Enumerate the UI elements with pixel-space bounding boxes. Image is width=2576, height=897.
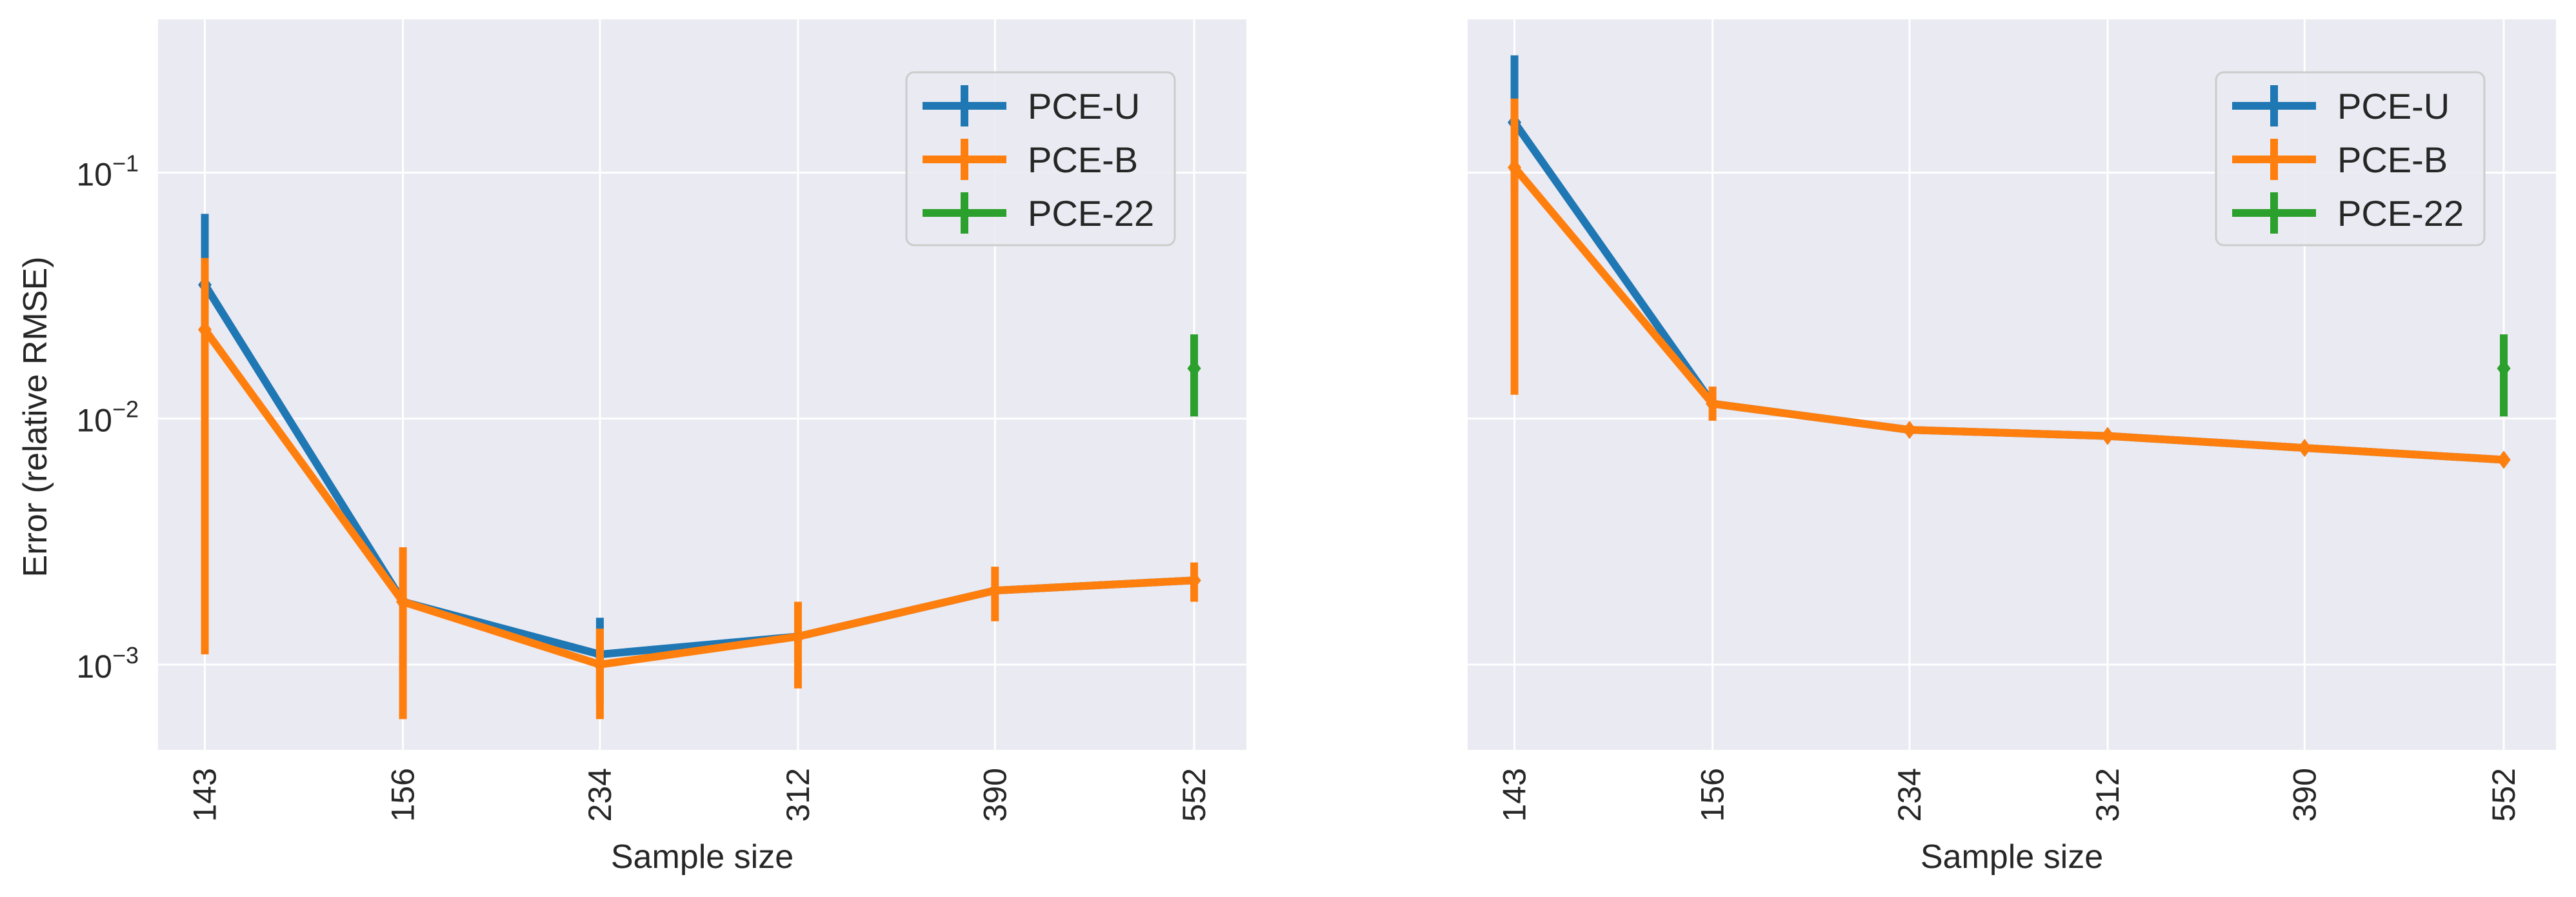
x-tick-label: 156 bbox=[385, 768, 421, 821]
data-point bbox=[2497, 450, 2511, 469]
x-tick-label: 312 bbox=[780, 768, 816, 821]
legend-frame bbox=[2215, 71, 2486, 247]
x-tick-label: 390 bbox=[977, 768, 1013, 821]
legend-item: PCE-U bbox=[923, 85, 1140, 126]
legend-swatch-marker bbox=[2268, 150, 2281, 168]
series-line bbox=[1511, 165, 2504, 464]
data-point bbox=[396, 592, 410, 611]
x-tick-label: 312 bbox=[2090, 768, 2126, 821]
legend: PCE-U PCE-B PCE-22 bbox=[2215, 71, 2486, 247]
legend-swatch-marker bbox=[2268, 97, 2281, 115]
data-point bbox=[1508, 158, 1522, 177]
y-axis-label: Error (relative RMSE) bbox=[17, 257, 54, 578]
data-point bbox=[988, 581, 1002, 600]
x-axis-label: Sample size bbox=[611, 838, 794, 876]
x-tick-label: 143 bbox=[1497, 768, 1533, 821]
legend-label: PCE-B bbox=[1028, 139, 1138, 180]
data-point bbox=[1187, 571, 1201, 590]
series-pce-b bbox=[1508, 98, 2511, 469]
y-tick-label: 10−2 bbox=[76, 396, 139, 439]
legend: PCE-U PCE-B PCE-22 bbox=[905, 71, 1176, 247]
legend-label: PCE-B bbox=[2337, 139, 2448, 180]
legend-item: PCE-B bbox=[923, 139, 1138, 180]
y-tick-label: 10−1 bbox=[76, 150, 139, 193]
y-tick-exponent: −3 bbox=[112, 642, 139, 669]
legend-swatch-marker bbox=[958, 150, 971, 168]
legend-item: PCE-B bbox=[2232, 139, 2448, 180]
legend-item: PCE-22 bbox=[923, 192, 1154, 234]
series-pce-b bbox=[198, 257, 1201, 720]
series-pce-22 bbox=[1187, 334, 1201, 417]
data-point bbox=[2297, 439, 2311, 458]
data-point bbox=[593, 655, 607, 674]
legend-swatch-marker bbox=[2268, 204, 2281, 222]
legend-label: PCE-U bbox=[1028, 86, 1140, 126]
y-tick-base: 10 bbox=[76, 403, 112, 439]
legend-frame bbox=[905, 71, 1176, 247]
y-tick-base: 10 bbox=[76, 649, 112, 685]
y-tick-label: 10−3 bbox=[76, 642, 139, 685]
legend-swatch-marker bbox=[958, 204, 971, 222]
legend-label: PCE-U bbox=[2337, 86, 2450, 126]
legend-label: PCE-22 bbox=[2337, 193, 2464, 234]
x-tick-label: 552 bbox=[2486, 768, 2522, 821]
data-point bbox=[791, 627, 805, 646]
legend-item: PCE-22 bbox=[2232, 192, 2464, 234]
x-tick-label: 552 bbox=[1176, 768, 1212, 821]
data-point bbox=[2497, 359, 2511, 378]
legend-label: PCE-22 bbox=[1028, 193, 1154, 234]
data-point bbox=[2101, 427, 2115, 445]
data-point bbox=[1902, 421, 1917, 439]
x-tick-label: 156 bbox=[1695, 768, 1731, 821]
x-tick-label: 234 bbox=[1892, 768, 1928, 821]
data-point bbox=[198, 320, 212, 339]
y-tick-base: 10 bbox=[76, 157, 112, 193]
legend-item: PCE-U bbox=[2232, 85, 2450, 126]
series-line bbox=[201, 327, 1195, 669]
x-tick-label: 143 bbox=[187, 768, 223, 821]
data-point bbox=[1706, 394, 1720, 413]
legend-swatch-marker bbox=[958, 97, 971, 115]
x-axis-label: Sample size bbox=[1921, 838, 2103, 876]
series-pce-22 bbox=[2497, 334, 2511, 417]
y-tick-exponent: −1 bbox=[112, 150, 139, 177]
x-tick-label: 390 bbox=[2286, 768, 2322, 821]
data-point bbox=[1187, 359, 1201, 378]
x-tick-label: 234 bbox=[582, 768, 618, 821]
y-tick-exponent: −2 bbox=[112, 396, 139, 423]
